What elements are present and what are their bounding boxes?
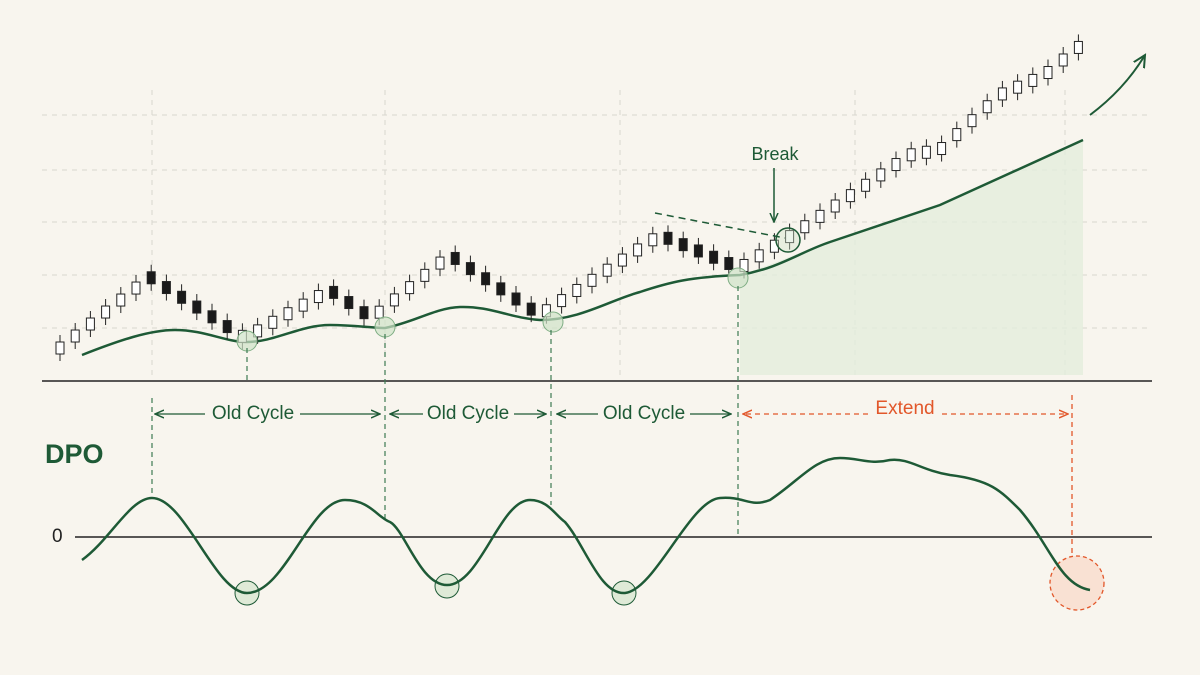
candle-body: [389, 293, 399, 307]
candle-body: [116, 293, 126, 307]
candle-body: [146, 271, 156, 285]
candle-body: [405, 281, 415, 295]
candle-body: [222, 320, 232, 334]
candle-body: [161, 281, 171, 295]
extend-label: Extend: [875, 398, 934, 419]
candle-body: [435, 256, 445, 270]
candle-body: [374, 305, 384, 319]
break-label: Break: [751, 144, 799, 164]
dpo-highlights: [234, 573, 637, 606]
candle-body: [861, 178, 871, 192]
cycle-guides: [151, 286, 1073, 555]
candle-body: [572, 283, 582, 297]
candle-body: [1073, 40, 1083, 54]
candle-body: [952, 128, 962, 142]
trend-line: [81, 138, 1084, 357]
up-arrow: [1089, 55, 1145, 116]
candle-body: [754, 249, 764, 263]
trend-area: [740, 140, 1083, 375]
zero-label: 0: [52, 526, 63, 547]
candle-body: [329, 285, 339, 299]
candles: [55, 34, 1083, 361]
candle-body: [633, 243, 643, 257]
candle-body: [602, 263, 612, 277]
candle-body: [55, 341, 65, 355]
break-line: [654, 212, 786, 239]
candle-body: [313, 290, 323, 304]
candle-body: [511, 292, 521, 306]
candle-body: [982, 100, 992, 114]
candle-body: [192, 300, 202, 314]
candle-body: [876, 168, 886, 182]
candle-body: [906, 148, 916, 162]
candle-body: [815, 209, 825, 223]
candle-body: [967, 114, 977, 128]
candle-body: [617, 253, 627, 267]
candle-body: [131, 281, 141, 295]
candle-body: [1013, 80, 1023, 94]
candle-body: [85, 317, 95, 331]
candle-body: [450, 251, 460, 265]
candle-body: [845, 189, 855, 203]
candle-body: [481, 272, 491, 286]
candle-body: [997, 87, 1007, 101]
candle-body: [344, 296, 354, 310]
candle-body: [830, 199, 840, 213]
highlights: [236, 227, 801, 352]
candle-body: [283, 307, 293, 321]
candle-body: [1043, 66, 1053, 80]
candle-body: [724, 257, 734, 271]
candle-body: [298, 298, 308, 312]
candle-body: [420, 268, 430, 282]
candle-body: [663, 231, 673, 245]
candle-body: [1058, 53, 1068, 67]
candle-body: [891, 158, 901, 172]
candle-body: [921, 145, 931, 159]
candle-body: [937, 142, 947, 156]
candle-body: [207, 310, 217, 324]
candle-body: [709, 250, 719, 264]
extend-highlight: [1049, 555, 1105, 611]
candle-body: [268, 315, 278, 329]
candle-body: [557, 294, 567, 308]
candle-body: [693, 244, 703, 258]
cycle-label: Old Cycle: [427, 403, 509, 424]
candle-body: [253, 324, 263, 338]
candle-body: [101, 305, 111, 319]
candle-body: [587, 273, 597, 287]
candle-body: [526, 302, 536, 316]
cycle-label: Old Cycle: [212, 403, 294, 424]
candle-body: [800, 220, 810, 234]
candle-body: [70, 329, 80, 343]
candle-body: [496, 282, 506, 296]
candle-body: [785, 230, 795, 244]
candle-body: [177, 290, 187, 304]
dpo-line: [81, 456, 1091, 595]
candle-body: [465, 262, 475, 276]
candle-body: [359, 306, 369, 320]
candle-body: [1028, 73, 1038, 87]
cycle-label: Old Cycle: [603, 403, 685, 424]
candle-body: [648, 233, 658, 247]
candle-body: [678, 238, 688, 252]
indicator-label: DPO: [45, 439, 104, 469]
